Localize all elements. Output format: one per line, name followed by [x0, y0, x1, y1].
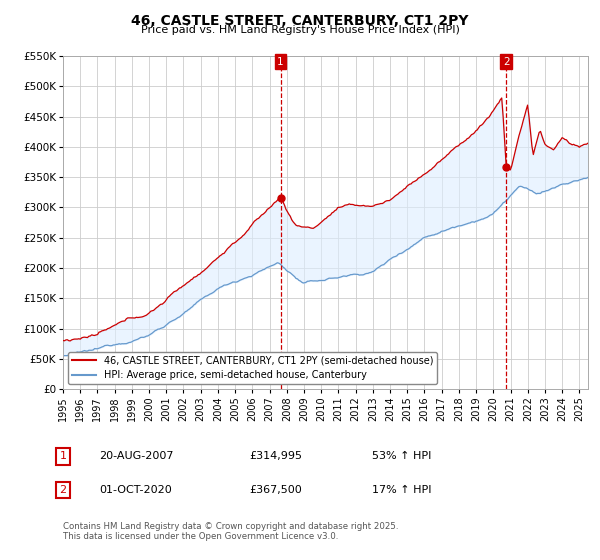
Text: 20-AUG-2007: 20-AUG-2007 — [99, 451, 173, 461]
Text: 01-OCT-2020: 01-OCT-2020 — [99, 485, 172, 495]
Text: Price paid vs. HM Land Registry's House Price Index (HPI): Price paid vs. HM Land Registry's House … — [140, 25, 460, 35]
Text: £314,995: £314,995 — [249, 451, 302, 461]
Text: 2: 2 — [503, 57, 509, 67]
Text: 1: 1 — [277, 57, 284, 67]
Legend: 46, CASTLE STREET, CANTERBURY, CT1 2PY (semi-detached house), HPI: Average price: 46, CASTLE STREET, CANTERBURY, CT1 2PY (… — [68, 352, 437, 384]
Text: 46, CASTLE STREET, CANTERBURY, CT1 2PY: 46, CASTLE STREET, CANTERBURY, CT1 2PY — [131, 14, 469, 28]
Text: 53% ↑ HPI: 53% ↑ HPI — [372, 451, 431, 461]
Text: 1: 1 — [59, 451, 67, 461]
Text: 2: 2 — [59, 485, 67, 495]
Text: Contains HM Land Registry data © Crown copyright and database right 2025.
This d: Contains HM Land Registry data © Crown c… — [63, 522, 398, 542]
Text: 17% ↑ HPI: 17% ↑ HPI — [372, 485, 431, 495]
Text: £367,500: £367,500 — [249, 485, 302, 495]
